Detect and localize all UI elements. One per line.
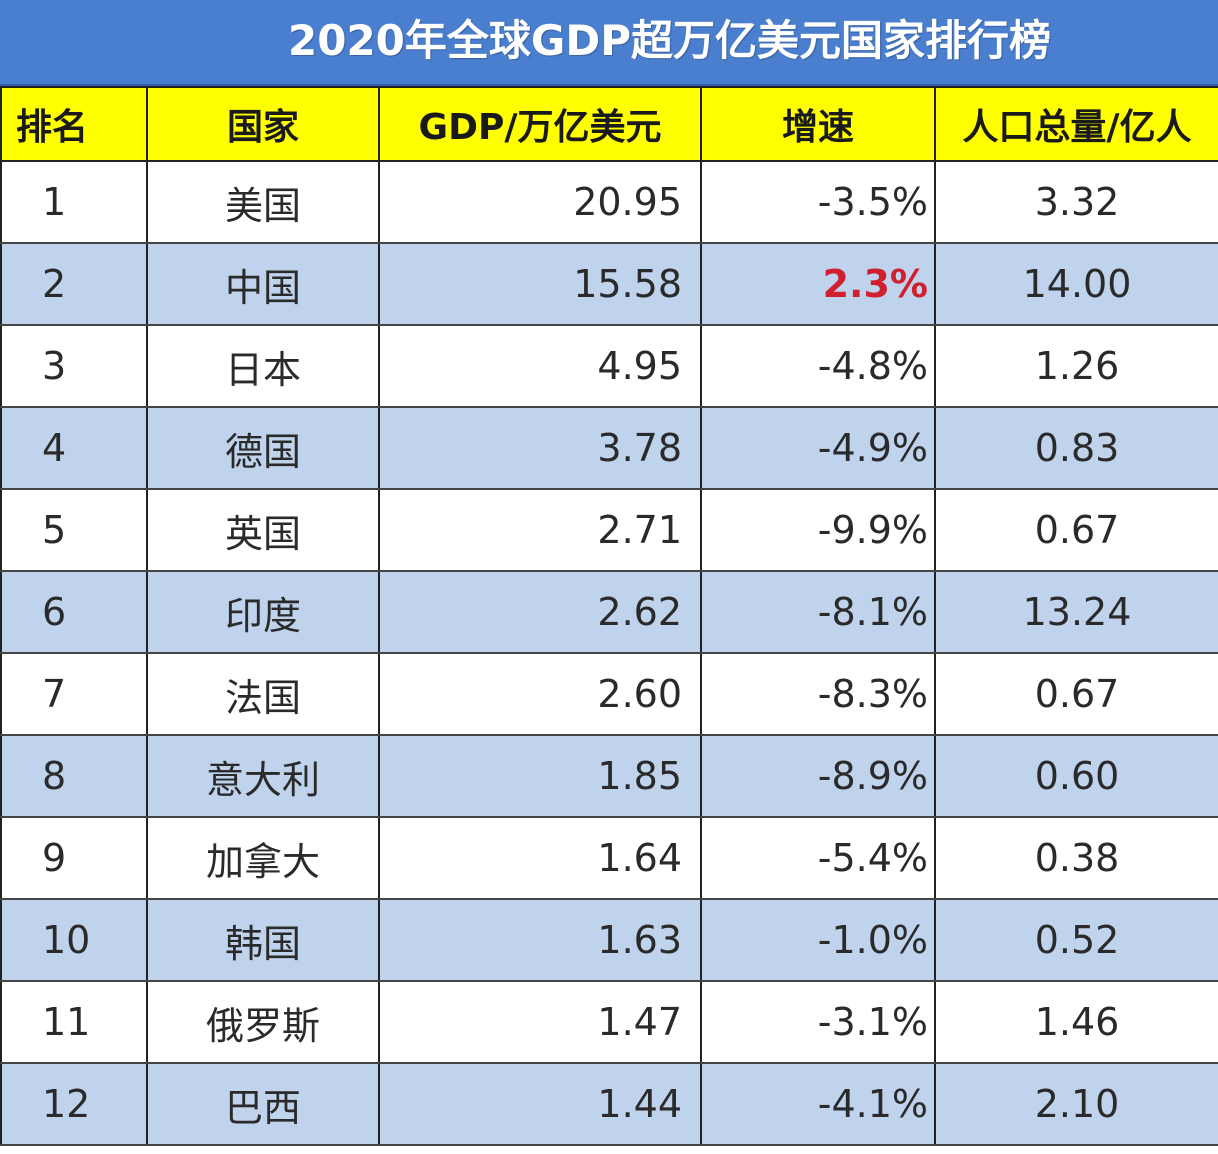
rank-cell: 9 xyxy=(0,817,148,900)
table-row: 4 德国 3.78 -4.9% 0.83 xyxy=(0,407,1218,490)
gdp-cell: 20.95 xyxy=(378,161,702,244)
gdp-cell: 2.62 xyxy=(378,571,702,654)
gdp-cell: 1.44 xyxy=(378,1063,702,1146)
population-cell: 14.00 xyxy=(934,243,1218,326)
gdp-cell: 1.85 xyxy=(378,735,702,818)
population-cell: 0.83 xyxy=(934,407,1218,490)
country-cell: 英国 xyxy=(146,489,380,572)
rank-cell: 5 xyxy=(0,489,148,572)
growth-cell: -4.8% xyxy=(700,325,936,408)
population-cell: 0.38 xyxy=(934,817,1218,900)
country-cell: 印度 xyxy=(146,571,380,654)
growth-cell: -1.0% xyxy=(700,899,936,982)
country-cell: 韩国 xyxy=(146,899,380,982)
population-cell: 0.67 xyxy=(934,489,1218,572)
page-title: 2020年全球GDP超万亿美元国家排行榜 xyxy=(288,16,1052,65)
population-cell: 0.52 xyxy=(934,899,1218,982)
rank-cell: 11 xyxy=(0,981,148,1064)
growth-cell: -4.1% xyxy=(700,1063,936,1146)
table-row: 9 加拿大 1.64 -5.4% 0.38 xyxy=(0,817,1218,900)
table-row: 2 中国 15.58 2.3% 14.00 xyxy=(0,243,1218,326)
country-cell: 日本 xyxy=(146,325,380,408)
growth-cell: -8.3% xyxy=(700,653,936,736)
table-row: 6 印度 2.62 -8.1% 13.24 xyxy=(0,571,1218,654)
country-cell: 美国 xyxy=(146,161,380,244)
header-row: 排名 国家 GDP/万亿美元 增速 人口总量/亿人 xyxy=(0,86,1218,162)
growth-cell: -9.9% xyxy=(700,489,936,572)
rank-cell: 2 xyxy=(0,243,148,326)
growth-cell: -4.9% xyxy=(700,407,936,490)
growth-cell: -8.1% xyxy=(700,571,936,654)
table-row: 1 美国 20.95 -3.5% 3.32 xyxy=(0,161,1218,244)
population-cell: 0.60 xyxy=(934,735,1218,818)
table-row: 11 俄罗斯 1.47 -3.1% 1.46 xyxy=(0,981,1218,1064)
header-gdp: GDP/万亿美元 xyxy=(378,86,702,162)
growth-cell: -3.5% xyxy=(700,161,936,244)
table-row: 12 巴西 1.44 -4.1% 2.10 xyxy=(0,1063,1218,1146)
table-row: 10 韩国 1.63 -1.0% 0.52 xyxy=(0,899,1218,982)
table-row: 3 日本 4.95 -4.8% 1.26 xyxy=(0,325,1218,408)
table-row: 5 英国 2.71 -9.9% 0.67 xyxy=(0,489,1218,572)
growth-cell: -3.1% xyxy=(700,981,936,1064)
header-rank: 排名 xyxy=(0,86,148,162)
population-cell: 3.32 xyxy=(934,161,1218,244)
population-cell: 1.46 xyxy=(934,981,1218,1064)
gdp-cell: 3.78 xyxy=(378,407,702,490)
rank-cell: 4 xyxy=(0,407,148,490)
rank-cell: 10 xyxy=(0,899,148,982)
rank-cell: 7 xyxy=(0,653,148,736)
table-row: 7 法国 2.60 -8.3% 0.67 xyxy=(0,653,1218,736)
population-cell: 0.67 xyxy=(934,653,1218,736)
header-population: 人口总量/亿人 xyxy=(934,86,1218,162)
country-cell: 加拿大 xyxy=(146,817,380,900)
gdp-cell: 1.47 xyxy=(378,981,702,1064)
rank-cell: 1 xyxy=(0,161,148,244)
growth-cell: -8.9% xyxy=(700,735,936,818)
population-cell: 1.26 xyxy=(934,325,1218,408)
header-growth: 增速 xyxy=(700,86,936,162)
header-country: 国家 xyxy=(146,86,380,162)
gdp-cell: 2.71 xyxy=(378,489,702,572)
country-cell: 俄罗斯 xyxy=(146,981,380,1064)
country-cell: 法国 xyxy=(146,653,380,736)
population-cell: 2.10 xyxy=(934,1063,1218,1146)
country-cell: 巴西 xyxy=(146,1063,380,1146)
country-cell: 中国 xyxy=(146,243,380,326)
rank-cell: 6 xyxy=(0,571,148,654)
gdp-cell: 15.58 xyxy=(378,243,702,326)
growth-cell: -5.4% xyxy=(700,817,936,900)
rank-cell: 12 xyxy=(0,1063,148,1146)
population-cell: 13.24 xyxy=(934,571,1218,654)
gdp-cell: 1.63 xyxy=(378,899,702,982)
gdp-cell: 2.60 xyxy=(378,653,702,736)
table-row: 8 意大利 1.85 -8.9% 0.60 xyxy=(0,735,1218,818)
gdp-cell: 1.64 xyxy=(378,817,702,900)
rank-cell: 8 xyxy=(0,735,148,818)
gdp-ranking-table: 排名 国家 GDP/万亿美元 增速 人口总量/亿人 1 美国 20.95 -3.5% 3… xyxy=(0,86,1218,1146)
country-cell: 意大利 xyxy=(146,735,380,818)
country-cell: 德国 xyxy=(146,407,380,490)
rank-cell: 3 xyxy=(0,325,148,408)
title-bar: 2020年全球GDP超万亿美元国家排行榜 xyxy=(0,0,1218,86)
table-body: 1 美国 20.95 -3.5% 3.32 2 中国 15.58 2.3% 14.00 3 日本 4.9… xyxy=(0,161,1218,1146)
growth-cell: 2.3% xyxy=(700,243,936,326)
gdp-cell: 4.95 xyxy=(378,325,702,408)
